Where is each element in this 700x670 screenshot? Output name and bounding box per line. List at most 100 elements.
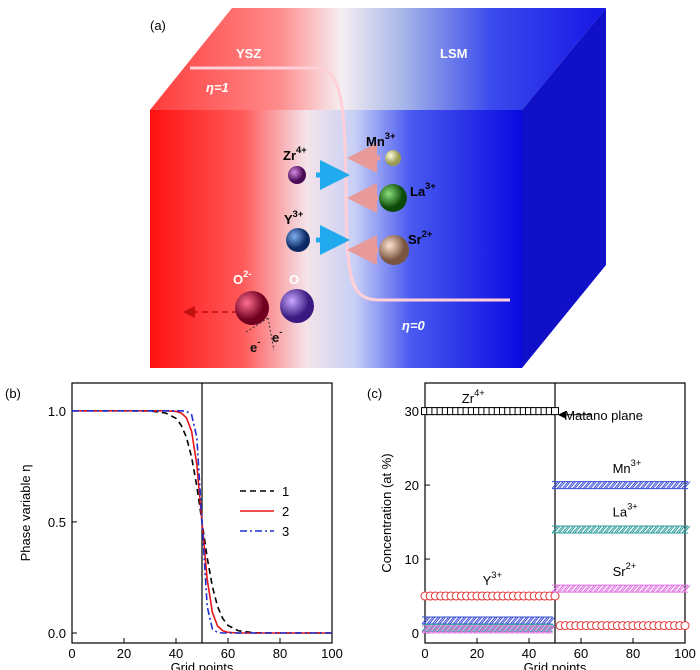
marker <box>680 621 690 631</box>
marker <box>582 481 592 490</box>
electron-label: e- <box>250 337 260 355</box>
marker <box>421 616 431 625</box>
region-label: YSZ <box>236 46 261 61</box>
marker <box>582 525 592 534</box>
marker <box>515 625 524 634</box>
marker <box>447 616 457 625</box>
marker <box>608 481 618 490</box>
series-label-base: Sr <box>613 564 627 579</box>
marker <box>426 623 436 632</box>
marker <box>541 616 550 625</box>
marker <box>473 623 483 632</box>
ion-sphere <box>379 235 409 265</box>
ion-sphere <box>385 150 401 166</box>
marker <box>463 623 472 632</box>
marker <box>520 623 530 632</box>
marker <box>676 525 686 534</box>
marker <box>463 616 472 625</box>
marker <box>556 584 566 593</box>
marker <box>562 584 571 593</box>
ion-label-sup: 3+ <box>425 181 436 191</box>
marker <box>650 525 660 534</box>
marker <box>458 616 467 625</box>
legend-label: 2 <box>282 504 289 519</box>
marker <box>655 525 665 534</box>
marker <box>541 625 550 634</box>
marker <box>463 625 472 634</box>
marker <box>437 623 446 632</box>
marker <box>671 525 680 534</box>
marker <box>530 625 540 634</box>
ion-label: O2- <box>233 269 251 287</box>
marker <box>588 584 597 593</box>
marker <box>650 481 660 490</box>
marker <box>614 481 623 490</box>
ion-label: La3+ <box>410 181 436 199</box>
marker <box>494 625 504 634</box>
marker <box>421 625 431 634</box>
marker <box>432 623 441 632</box>
series-label-base: Zr <box>462 391 475 406</box>
marker <box>577 481 587 490</box>
series-label-base: Mn <box>613 461 631 476</box>
marker <box>593 584 602 593</box>
ion-label: Mn3+ <box>366 131 396 149</box>
marker <box>494 616 504 625</box>
marker <box>619 525 628 534</box>
marker <box>452 625 462 634</box>
marker <box>541 623 550 632</box>
marker <box>645 525 654 534</box>
marker <box>572 584 582 593</box>
marker <box>489 625 498 634</box>
marker <box>499 623 509 632</box>
marker <box>676 481 686 490</box>
marker <box>473 616 483 625</box>
marker <box>499 616 509 625</box>
marker <box>624 481 634 490</box>
marker <box>515 623 524 632</box>
x-tick-label: 0 <box>68 646 75 661</box>
marker <box>515 616 524 625</box>
marker <box>536 625 545 634</box>
series-label: La3+ <box>613 502 638 520</box>
marker <box>432 616 441 625</box>
series-label: Sr2+ <box>613 561 637 579</box>
series-label-sup: 3+ <box>491 570 502 580</box>
marker <box>681 525 691 534</box>
eta-label: η=0 <box>402 318 426 333</box>
marker <box>588 525 597 534</box>
marker <box>582 584 592 593</box>
marker <box>577 584 587 593</box>
marker <box>645 584 654 593</box>
electron-path <box>245 317 269 333</box>
marker <box>640 584 649 593</box>
marker <box>442 616 452 625</box>
marker <box>551 407 559 416</box>
x-axis-label: Grid points <box>171 660 234 670</box>
marker <box>484 625 493 634</box>
series-label-base: Y <box>483 573 492 588</box>
marker <box>510 616 519 625</box>
marker <box>478 623 488 632</box>
block <box>150 8 606 368</box>
marker <box>655 481 665 490</box>
marker <box>473 625 483 634</box>
ion-label: Y3+ <box>284 209 304 227</box>
marker <box>525 623 535 632</box>
eta-label: η=1 <box>206 80 229 95</box>
marker <box>551 525 561 534</box>
marker <box>426 616 436 625</box>
marker <box>567 481 576 490</box>
electron-label-sup: - <box>257 337 260 347</box>
marker <box>525 625 535 634</box>
legend-label: 1 <box>282 484 289 499</box>
marker <box>608 584 618 593</box>
marker <box>556 481 566 490</box>
marker <box>666 481 675 490</box>
y-tick-label: 0.0 <box>48 626 66 641</box>
marker <box>660 481 670 490</box>
marker <box>442 623 452 632</box>
series-label: Y3+ <box>483 570 502 588</box>
